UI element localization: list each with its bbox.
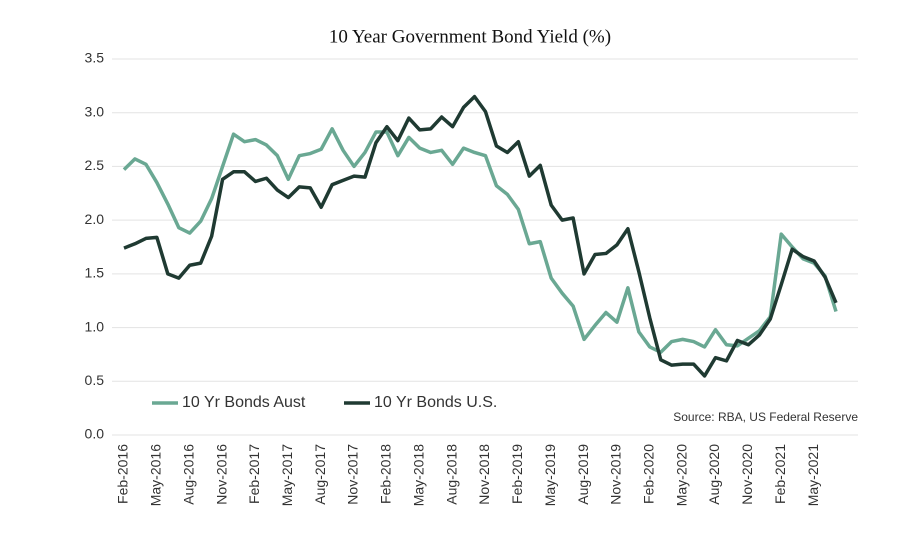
- y-tick-label: 3.0: [85, 103, 105, 119]
- x-tick-label: Nov-2018: [476, 444, 492, 505]
- x-tick-label: May-2021: [805, 444, 821, 506]
- x-tick-label: May-2018: [410, 444, 426, 506]
- x-tick-label: Feb-2020: [640, 444, 656, 504]
- x-tick-label: Aug-2017: [312, 444, 328, 505]
- series-line: [123, 94, 838, 378]
- legend-label: 10 Yr Bonds Aust: [182, 394, 306, 411]
- y-tick-label: 1.5: [85, 265, 105, 281]
- y-tick-label: 2.5: [85, 157, 105, 173]
- x-tick-label: May-2019: [542, 444, 558, 506]
- x-tick-label: May-2016: [148, 444, 164, 506]
- x-tick-label: Nov-2019: [608, 444, 624, 505]
- x-tick-label: Aug-2018: [443, 444, 459, 505]
- x-tick-label: Feb-2018: [378, 444, 394, 504]
- chart-title: 10 Year Government Bond Yield (%): [329, 26, 611, 47]
- x-tick-label: Aug-2019: [575, 444, 591, 505]
- y-tick-label: 0.5: [85, 372, 105, 388]
- series-line: [122, 127, 838, 355]
- x-tick-label: Nov-2016: [213, 444, 229, 505]
- y-tick-label: 3.5: [85, 50, 105, 66]
- x-tick-label: Feb-2016: [115, 444, 131, 504]
- y-tick-label: 1.0: [85, 318, 105, 334]
- x-tick-label: Feb-2021: [772, 444, 788, 504]
- y-tick-label: 0.0: [85, 426, 105, 442]
- x-tick-label: Nov-2017: [345, 444, 361, 505]
- y-tick-label: 2.0: [85, 211, 105, 227]
- x-tick-label: Feb-2017: [246, 444, 262, 504]
- x-tick-label: Aug-2020: [706, 444, 722, 505]
- x-tick-label: Aug-2016: [180, 444, 196, 505]
- x-tick-label: May-2020: [673, 444, 689, 506]
- x-tick-label: May-2017: [279, 444, 295, 506]
- source: Source: RBA, US Federal Reserve: [673, 410, 858, 424]
- legend-label: 10 Yr Bonds U.S.: [374, 394, 497, 411]
- x-tick-label: Feb-2019: [509, 444, 525, 504]
- x-tick-label: Nov-2020: [739, 444, 755, 505]
